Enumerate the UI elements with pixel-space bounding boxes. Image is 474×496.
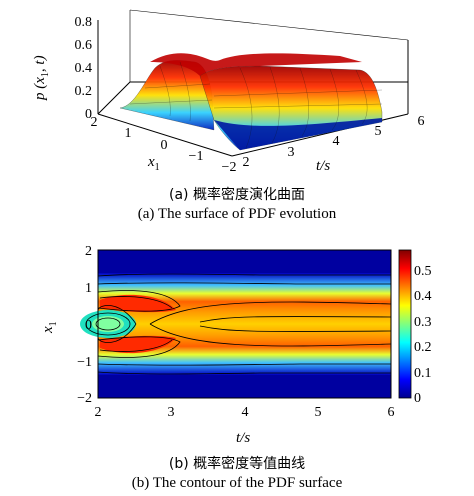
contour-lines [85, 273, 392, 375]
surface-front-skirt [214, 118, 382, 150]
z-tick-1: 0.2 [75, 84, 93, 99]
contour-x-ticks: 2 3 4 5 6 [95, 405, 395, 420]
x-tick-3: 5 [315, 405, 322, 420]
colorbar-ticks: 0.5 0.4 0.3 0.2 0.1 0 [414, 264, 432, 406]
x-tick-4: 6 [388, 405, 395, 420]
cb-tick-0: 0.5 [414, 264, 432, 279]
x1-tick-2: 0 [161, 138, 168, 153]
contour-x-label: t/s [236, 430, 250, 446]
t-tick-4: 6 [418, 114, 425, 129]
cb-tick-5: 0 [414, 391, 421, 406]
colorbar [398, 249, 412, 399]
caption-a-en: (a) The surface of PDF evolution [137, 206, 337, 222]
z-tick-3: 0.6 [75, 38, 93, 53]
surface-chart: 0 0.2 0.4 0.6 0.8 2 1 0 −1 −2 2 3 4 5 6 … [32, 9, 425, 175]
contour-frame [97, 249, 392, 399]
t-axis-ticks-surface: 2 3 4 5 6 [243, 114, 425, 170]
z-tick-4: 0.8 [75, 15, 93, 30]
t-tick-2: 4 [333, 134, 340, 149]
surface-x1-axis [97, 113, 233, 157]
caption-a-cn: (a) 概率密度演化曲面 [169, 187, 305, 203]
surface-z-label: p (x1, t) [32, 55, 51, 101]
caption-b-en: (b) The contour of the PDF surface [131, 475, 343, 491]
cb-tick-1: 0.4 [414, 289, 432, 304]
x1-tick-3: −1 [189, 149, 204, 164]
caption-b-cn: (b) 概率密度等值曲线 [168, 456, 306, 472]
y-tick-1: 1 [85, 281, 92, 296]
z-tick-2: 0.4 [75, 61, 93, 76]
x1-tick-4: −2 [222, 160, 237, 175]
x-tick-1: 3 [168, 405, 175, 420]
cb-tick-3: 0.2 [414, 340, 432, 355]
contour-band [98, 273, 391, 375]
x-tick-2: 4 [242, 405, 249, 420]
x-tick-0: 2 [95, 405, 102, 420]
t-tick-0: 2 [243, 155, 250, 170]
x1-tick-0: 2 [91, 115, 98, 130]
z-axis-ticks: 0 0.2 0.4 0.6 0.8 [75, 15, 93, 122]
surface-box-top [129, 9, 409, 41]
contour-y-ticks: 2 1 0 −1 −2 [77, 244, 92, 406]
y-tick-4: −2 [77, 391, 92, 406]
y-tick-2: 0 [85, 318, 92, 333]
surface-mesh [129, 61, 383, 149]
cb-tick-2: 0.3 [414, 315, 432, 330]
surface-t-label: t/s [316, 158, 330, 174]
contour-y-label: x1 [40, 321, 59, 334]
x1-axis-ticks: 2 1 0 −1 −2 [91, 115, 237, 175]
contour-chart: 2 1 0 −1 −2 2 3 4 5 6 t/s x1 0.5 0.4 0.3… [40, 244, 432, 446]
contour-initial-core [92, 316, 124, 332]
x1-tick-1: 1 [125, 126, 132, 141]
cb-tick-4: 0.1 [414, 366, 432, 381]
y-tick-3: −1 [77, 355, 92, 370]
y-tick-0: 2 [85, 244, 92, 259]
t-tick-1: 3 [288, 145, 295, 160]
surface-x1-label: x1 [147, 154, 160, 173]
surface-back-ridge [150, 53, 362, 76]
z-tick-0: 0 [85, 107, 92, 122]
t-tick-3: 5 [375, 124, 382, 139]
